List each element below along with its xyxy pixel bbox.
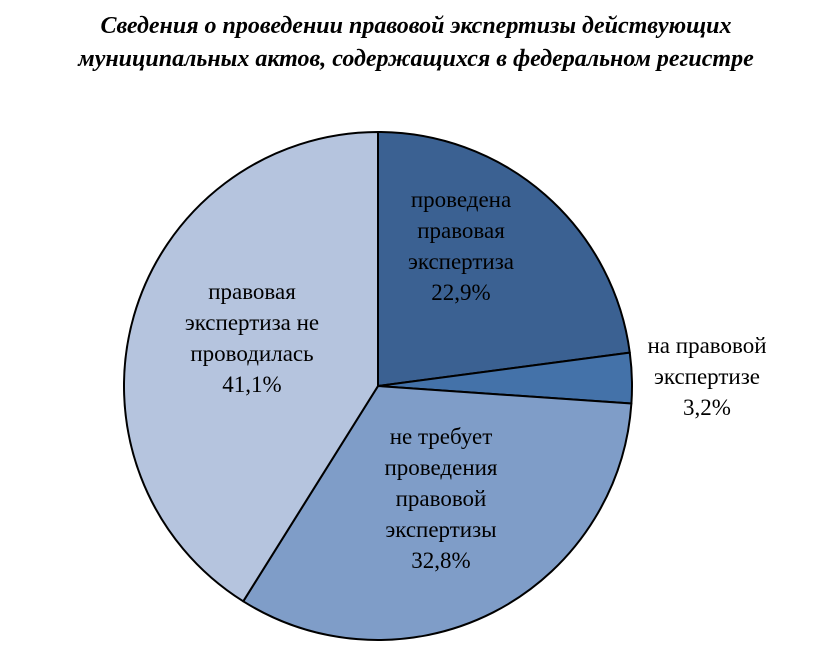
- pie-slice-value-label: 32,8%: [411, 548, 470, 573]
- pie-slice-0: [377, 131, 631, 387]
- pie-slice-label-0: проведена правовая экспертиза 22,9%: [408, 187, 514, 305]
- pie-slice-value-label: 22,9%: [431, 280, 490, 305]
- pie-slice-label-2: не требует проведения правовой экспертизы 32…: [384, 424, 497, 573]
- pie-slice-label-line: проведения: [384, 455, 497, 480]
- pie-slice-label-line: на правовой: [648, 333, 767, 358]
- chart-title: Сведения о проведении правовой экспертиз…: [0, 10, 832, 76]
- pie-slice-label-line: экспертиза не: [185, 310, 319, 335]
- pie-slice-label-line: экспертиза: [408, 249, 514, 274]
- chart-title-line-1: Сведения о проведении правовой экспертиз…: [100, 13, 732, 39]
- pie-slice-value-label: 3,2%: [683, 395, 731, 420]
- pie-slice-value-label: 41,1%: [222, 372, 281, 397]
- pie-slice-label-line: проведена: [411, 187, 511, 212]
- pie-labels: проведена правовая экспертиза 22,9% на право…: [185, 187, 767, 573]
- pie-slice-label-line: не требует: [390, 424, 493, 449]
- pie-slice-label-line: правовая: [208, 279, 296, 304]
- pie-slice-2: [242, 385, 633, 641]
- pie-slice-label-line: проводилась: [190, 341, 313, 366]
- pie-slice-label-3: правовая экспертиза не проводилась 41,1%: [185, 279, 319, 397]
- pie-slice-label-line: правовая: [417, 218, 505, 243]
- pie-slice-label-1: на правовой экспертизе 3,2%: [648, 333, 767, 420]
- pie-slice-label-line: экспертизы: [385, 517, 496, 542]
- pie-slice-label-line: правовой: [396, 486, 487, 511]
- pie-slices: [123, 131, 633, 641]
- pie-slice-label-line: экспертизе: [654, 364, 760, 389]
- chart-title-line-2: муниципальных актов, содержащихся в феде…: [78, 46, 754, 72]
- pie-slice-3: [123, 131, 379, 603]
